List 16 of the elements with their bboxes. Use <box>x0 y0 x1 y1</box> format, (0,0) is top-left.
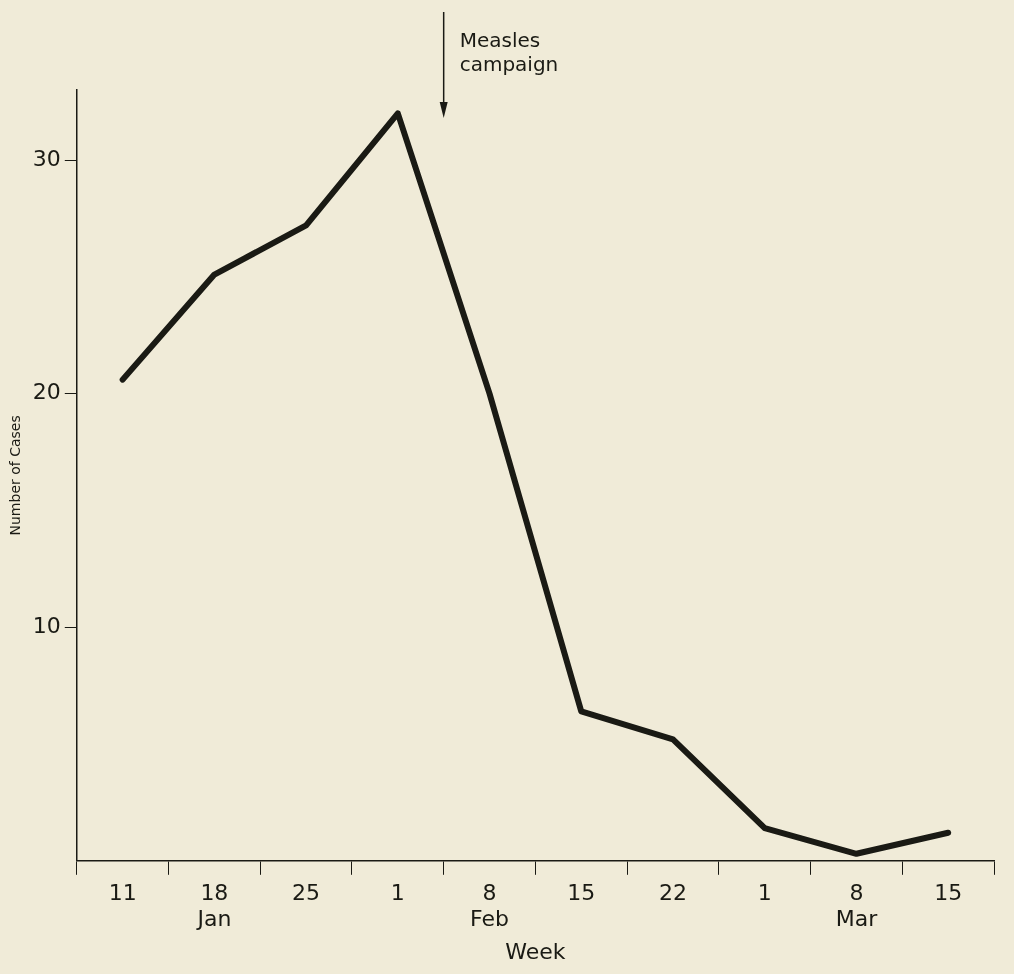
x-tick-label: 25 <box>292 879 321 905</box>
text: Measles campaign <box>459 28 559 77</box>
x-axis-title: Week <box>505 938 566 964</box>
x-tick-label: 11 <box>108 879 137 905</box>
y-tick-label: 30 <box>32 145 61 171</box>
x-tick-label: 15 <box>934 879 963 905</box>
x-tick-label: 15 <box>567 879 596 905</box>
x-tick-label: 18 Jan <box>195 879 232 932</box>
y-tick-label: 20 <box>32 379 61 405</box>
y-tick-label: 10 <box>32 612 61 638</box>
x-tick-label: 1 <box>390 879 405 905</box>
y-axis-title: Number of Cases <box>7 415 24 536</box>
x-tick-label: 22 <box>658 879 687 905</box>
x-tick-label: 8 Mar <box>835 879 879 932</box>
x-tick-label: 8 Feb <box>470 879 510 932</box>
x-tick-label: 1 <box>757 879 772 905</box>
